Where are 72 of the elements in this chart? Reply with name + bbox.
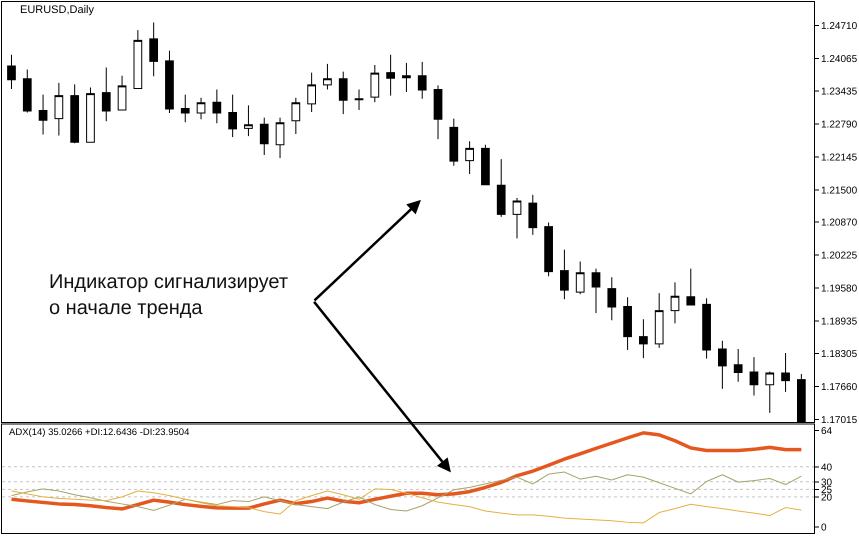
- candlestick: [70, 84, 80, 144]
- candlestick: [544, 222, 553, 277]
- candlestick: [54, 82, 64, 136]
- y-tick-label: 1.17015: [821, 414, 858, 426]
- candlestick: [496, 158, 506, 218]
- y-tick-label: 1.20870: [821, 218, 858, 229]
- line-series: [10, 472, 802, 512]
- candlestick: [38, 94, 48, 136]
- candlestick: [228, 94, 238, 138]
- candlestick: [449, 118, 458, 166]
- y-tick-label: 40: [821, 462, 833, 474]
- candlestick: [750, 356, 758, 396]
- candlestick: [418, 61, 427, 100]
- y-tick-label: 1.18935: [821, 316, 858, 328]
- candlestick: [765, 370, 774, 414]
- y-tick-label: 1.18305: [821, 348, 858, 360]
- candlestick: [528, 194, 538, 236]
- candlestick: [291, 97, 300, 135]
- y-tick-label: 1.22790: [821, 119, 858, 130]
- candlestick: [481, 144, 490, 186]
- candlestick: [22, 69, 32, 114]
- candlestick: [512, 197, 522, 239]
- candlestick: [781, 352, 790, 392]
- candlestick: [607, 276, 616, 321]
- y-tick-label: 1.17660: [821, 382, 858, 393]
- candlestick: [370, 64, 380, 103]
- candlestick: [133, 30, 142, 90]
- candlestick: [165, 50, 174, 114]
- candlestick: [260, 117, 269, 156]
- candlestick: [592, 268, 600, 314]
- y-tick-label: 20: [821, 492, 833, 504]
- candlestick: [118, 75, 126, 111]
- candlestick: [686, 268, 696, 306]
- candlestick: [576, 260, 585, 295]
- y-tick-label: 1.20225: [821, 250, 858, 262]
- y-tick-label: 0: [821, 522, 827, 534]
- candlestick: [402, 62, 411, 93]
- y-tick-label: 64: [821, 426, 833, 438]
- y-tick-label: 1.19580: [821, 284, 858, 295]
- y-tick-label: 1.23435: [821, 86, 858, 98]
- y-tick-label: 1.24710: [821, 21, 858, 32]
- candlestick: [465, 140, 474, 174]
- candlestick: [354, 89, 364, 110]
- candlestick: [149, 22, 158, 77]
- candlestick: [654, 292, 664, 348]
- candlestick: [86, 86, 95, 144]
- annotation: Индикатор сигнализирует о начале тренда: [49, 271, 288, 319]
- candlestick: [323, 63, 332, 90]
- y-tick-label: 1.22145: [821, 152, 858, 164]
- candlestick: [244, 104, 253, 137]
- candlestick: [734, 348, 743, 382]
- candlestick: [7, 54, 16, 90]
- candlestick: [276, 117, 284, 159]
- candlestick: [560, 249, 569, 300]
- candlestick: [702, 298, 711, 360]
- candlestick: [307, 72, 316, 113]
- candlestick: [180, 94, 190, 123]
- candlestick: [212, 89, 222, 124]
- line-series: [10, 488, 802, 524]
- y-tick-label: 1.21500: [821, 185, 858, 196]
- candlestick: [338, 71, 348, 115]
- candlestick: [102, 67, 111, 122]
- y-tick-label: 1.24065: [821, 54, 858, 66]
- candlestick: [434, 84, 442, 140]
- candlestick: [623, 296, 632, 350]
- candlestick: [670, 282, 680, 324]
- candlestick: [639, 318, 648, 359]
- chart-title: EURUSD,Daily: [20, 4, 94, 16]
- candlestick: [196, 97, 206, 120]
- candlestick: [718, 340, 727, 390]
- chart-title: ADX(14) 35.0266 +DI:12.6436 -DI:23.9504: [9, 427, 190, 438]
- candlestick: [386, 54, 395, 96]
